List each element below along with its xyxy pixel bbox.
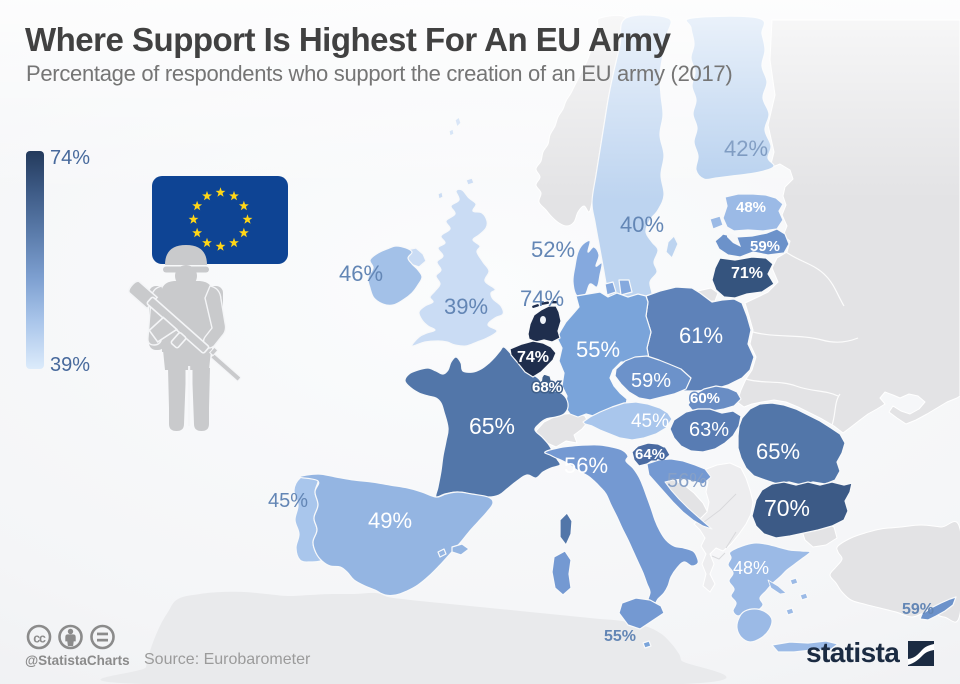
svg-text:59%: 59% — [750, 238, 780, 255]
svg-text:56%: 56% — [667, 470, 707, 492]
svg-text:68%: 68% — [532, 379, 562, 396]
svg-text:cc: cc — [33, 632, 46, 646]
svg-text:56%: 56% — [564, 453, 608, 478]
svg-text:68%: 68% — [532, 379, 562, 396]
svg-text:55%: 55% — [604, 628, 636, 645]
svg-text:64%: 64% — [635, 446, 665, 463]
svg-text:65%: 65% — [469, 413, 515, 439]
svg-text:60%: 60% — [690, 390, 720, 407]
svg-text:71%: 71% — [731, 265, 763, 282]
svg-text:59%: 59% — [631, 370, 671, 392]
svg-text:60%: 60% — [690, 390, 720, 407]
svg-text:45%: 45% — [631, 411, 669, 432]
svg-text:48%: 48% — [733, 558, 769, 578]
svg-text:55%: 55% — [576, 337, 620, 362]
svg-text:61%: 61% — [679, 323, 723, 348]
svg-text:74%: 74% — [517, 349, 549, 366]
svg-text:39%: 39% — [444, 294, 488, 319]
svg-text:49%: 49% — [368, 508, 412, 533]
svg-text:74%: 74% — [517, 349, 549, 366]
svg-text:45%: 45% — [268, 490, 308, 512]
svg-text:52%: 52% — [531, 237, 575, 262]
svg-text:59%: 59% — [902, 601, 934, 618]
svg-text:64%: 64% — [635, 446, 665, 463]
svg-text:48%: 48% — [736, 199, 766, 216]
svg-text:46%: 46% — [339, 261, 383, 286]
svg-text:74%: 74% — [520, 286, 564, 311]
svg-text:63%: 63% — [689, 419, 729, 441]
svg-text:65%: 65% — [756, 439, 800, 464]
svg-text:70%: 70% — [764, 495, 810, 521]
svg-text:40%: 40% — [620, 212, 664, 237]
